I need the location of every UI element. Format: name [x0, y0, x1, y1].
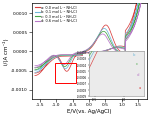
b: 0.1 mol L⁻¹ NH₄Cl: (0.576, 4.29e-05): 0.1 mol L⁻¹ NH₄Cl: (0.576, 4.29e-05) [107, 49, 109, 50]
c: 0.3 mol L⁻¹ NH₄Cl: (1.48, 0.00105): 0.3 mol L⁻¹ NH₄Cl: (1.48, 0.00105) [137, 11, 139, 12]
d: 0.6 mol L⁻¹ NH₄Cl: (-1.65, -0.000375): 0.6 mol L⁻¹ NH₄Cl: (-1.65, -0.000375) [34, 65, 36, 66]
d: 0.6 mol L⁻¹ NH₄Cl: (0.576, 4.55e-05): 0.6 mol L⁻¹ NH₄Cl: (0.576, 4.55e-05) [107, 49, 109, 50]
c: 0.3 mol L⁻¹ NH₄Cl: (-1.65, -0.000481): 0.3 mol L⁻¹ NH₄Cl: (-1.65, -0.000481) [34, 69, 36, 70]
a: 0.0 mol L⁻¹ NH₄Cl: (-0.537, -0.000328): 0.0 mol L⁻¹ NH₄Cl: (-0.537, -0.000328) [70, 63, 72, 65]
c: 0.3 mol L⁻¹ NH₄Cl: (-1.65, -0.000431): 0.3 mol L⁻¹ NH₄Cl: (-1.65, -0.000431) [34, 67, 36, 69]
Line: c: 0.3 mol L⁻¹ NH₄Cl: c: 0.3 mol L⁻¹ NH₄Cl [35, 0, 143, 70]
Line: d: 0.6 mol L⁻¹ NH₄Cl: d: 0.6 mol L⁻¹ NH₄Cl [35, 0, 143, 67]
a: 0.0 mol L⁻¹ NH₄Cl: (1.34, 0.000874): 0.0 mol L⁻¹ NH₄Cl: (1.34, 0.000874) [132, 17, 134, 19]
c: 0.3 mol L⁻¹ NH₄Cl: (-0.537, -0.000161): 0.3 mol L⁻¹ NH₄Cl: (-0.537, -0.000161) [70, 57, 72, 58]
a: 0.0 mol L⁻¹ NH₄Cl: (-0.774, -0.000427): 0.0 mol L⁻¹ NH₄Cl: (-0.774, -0.000427) [63, 67, 64, 68]
c: 0.3 mol L⁻¹ NH₄Cl: (-0.774, -0.000386): 0.3 mol L⁻¹ NH₄Cl: (-0.774, -0.000386) [63, 65, 64, 67]
d: 0.6 mol L⁻¹ NH₄Cl: (1.21, 0.000424): 0.6 mol L⁻¹ NH₄Cl: (1.21, 0.000424) [128, 34, 130, 36]
a: 0.0 mol L⁻¹ NH₄Cl: (1.21, 0.000682): 0.0 mol L⁻¹ NH₄Cl: (1.21, 0.000682) [128, 25, 130, 26]
Y-axis label: i/(A cm⁻²): i/(A cm⁻²) [3, 38, 9, 65]
b: 0.1 mol L⁻¹ NH₄Cl: (-1.65, -0.00055): 0.1 mol L⁻¹ NH₄Cl: (-1.65, -0.00055) [34, 72, 36, 73]
b: 0.1 mol L⁻¹ NH₄Cl: (-1.65, -0.000494): 0.1 mol L⁻¹ NH₄Cl: (-1.65, -0.000494) [34, 70, 36, 71]
c: 0.3 mol L⁻¹ NH₄Cl: (0.576, 4.34e-05): 0.3 mol L⁻¹ NH₄Cl: (0.576, 4.34e-05) [107, 49, 109, 50]
Bar [55, 63, 76, 83]
a: 0.0 mol L⁻¹ NH₄Cl: (-1.65, -0.000633): 0.0 mol L⁻¹ NH₄Cl: (-1.65, -0.000633) [34, 75, 36, 76]
c: 0.3 mol L⁻¹ NH₄Cl: (1.34, 0.000664): 0.3 mol L⁻¹ NH₄Cl: (1.34, 0.000664) [132, 25, 134, 27]
d: 0.6 mol L⁻¹ NH₄Cl: (-0.537, -0.000118): 0.6 mol L⁻¹ NH₄Cl: (-0.537, -0.000118) [70, 55, 72, 57]
X-axis label: E/V(vs. Ag/AgCl): E/V(vs. Ag/AgCl) [67, 109, 111, 113]
a: 0.0 mol L⁻¹ NH₄Cl: (-1.65, -0.000568): 0.0 mol L⁻¹ NH₄Cl: (-1.65, -0.000568) [34, 72, 36, 74]
b: 0.1 mol L⁻¹ NH₄Cl: (1.48, 0.0012): 0.1 mol L⁻¹ NH₄Cl: (1.48, 0.0012) [137, 5, 139, 6]
b: 0.1 mol L⁻¹ NH₄Cl: (-0.537, -0.000216): 0.1 mol L⁻¹ NH₄Cl: (-0.537, -0.000216) [70, 59, 72, 60]
d: 0.6 mol L⁻¹ NH₄Cl: (-0.774, -0.000343): 0.6 mol L⁻¹ NH₄Cl: (-0.774, -0.000343) [63, 64, 64, 65]
Line: b: 0.1 mol L⁻¹ NH₄Cl: b: 0.1 mol L⁻¹ NH₄Cl [35, 0, 143, 72]
d: 0.6 mol L⁻¹ NH₄Cl: (1.34, 0.000577): 0.6 mol L⁻¹ NH₄Cl: (1.34, 0.000577) [132, 29, 134, 30]
b: 0.1 mol L⁻¹ NH₄Cl: (1.21, 0.000576): 0.1 mol L⁻¹ NH₄Cl: (1.21, 0.000576) [128, 29, 130, 30]
d: 0.6 mol L⁻¹ NH₄Cl: (1.48, 0.000911): 0.6 mol L⁻¹ NH₄Cl: (1.48, 0.000911) [137, 16, 139, 17]
a: 0.0 mol L⁻¹ NH₄Cl: (0.576, 3.07e-05): 0.0 mol L⁻¹ NH₄Cl: (0.576, 3.07e-05) [107, 49, 109, 51]
b: 0.1 mol L⁻¹ NH₄Cl: (1.34, 0.00076): 0.1 mol L⁻¹ NH₄Cl: (1.34, 0.00076) [132, 22, 134, 23]
d: 0.6 mol L⁻¹ NH₄Cl: (-1.65, -0.000418): 0.6 mol L⁻¹ NH₄Cl: (-1.65, -0.000418) [34, 67, 36, 68]
Line: a: 0.0 mol L⁻¹ NH₄Cl: a: 0.0 mol L⁻¹ NH₄Cl [35, 0, 143, 76]
Legend: a: 0.0 mol L⁻¹ NH₄Cl, b: 0.1 mol L⁻¹ NH₄Cl, c: 0.3 mol L⁻¹ NH₄Cl, d: 0.6 mol L⁻¹: a: 0.0 mol L⁻¹ NH₄Cl, b: 0.1 mol L⁻¹ NH₄… [34, 5, 77, 24]
c: 0.3 mol L⁻¹ NH₄Cl: (1.21, 0.000497): 0.3 mol L⁻¹ NH₄Cl: (1.21, 0.000497) [128, 32, 130, 33]
b: 0.1 mol L⁻¹ NH₄Cl: (-0.774, -0.000425): 0.1 mol L⁻¹ NH₄Cl: (-0.774, -0.000425) [63, 67, 64, 68]
